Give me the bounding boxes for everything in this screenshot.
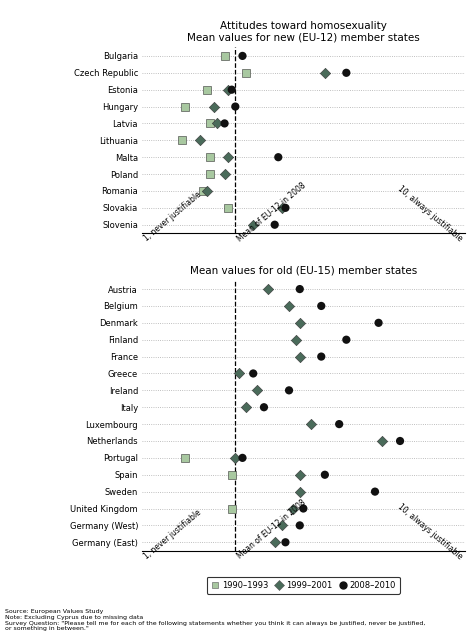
Point [207,169,214,179]
Point [178,135,185,146]
Point [224,203,232,213]
Point [285,301,293,311]
Point [203,186,210,196]
Point [214,118,221,128]
Point [375,318,383,328]
Point [199,186,207,196]
Point [264,284,271,294]
Text: Source: European Values Study
Note: Excluding Cyprus due to missing data
Survey : Source: European Values Study Note: Excl… [5,609,425,631]
Point [235,368,243,379]
Point [274,152,282,162]
Point [231,453,239,463]
Point [260,402,268,412]
Point [282,203,289,213]
Point [343,68,350,78]
Point [228,85,236,95]
Point [285,385,293,396]
Text: 10, always justifiable: 10, always justifiable [396,501,465,561]
Point [253,385,261,396]
Point [318,351,325,361]
Point [239,453,246,463]
Text: 1, never justifiable: 1, never justifiable [142,190,203,243]
Text: 10, always justifiable: 10, always justifiable [396,184,465,243]
Point [300,503,307,513]
Point [296,284,303,294]
Point [221,169,228,179]
Point [296,318,303,328]
Text: 1, never justifiable: 1, never justifiable [142,508,203,561]
Title: Mean values for old (EU-15) member states: Mean values for old (EU-15) member state… [190,266,417,276]
Point [278,203,286,213]
Point [224,85,232,95]
Point [228,503,236,513]
Point [296,487,303,497]
Text: Mean of EU-12 in 2008: Mean of EU-12 in 2008 [235,498,308,561]
Point [249,368,257,379]
Point [182,101,189,111]
Point [296,520,303,530]
Title: Attitudes toward homosexuality
Mean values for new (EU-12) member states: Attitudes toward homosexuality Mean valu… [187,21,420,42]
Point [228,470,236,480]
Point [336,419,343,429]
Point [231,101,239,111]
Point [321,470,328,480]
Point [343,335,350,345]
Point [207,152,214,162]
Point [242,68,250,78]
Point [292,335,300,345]
Point [278,520,286,530]
Point [210,101,218,111]
Point [371,487,379,497]
Point [296,351,303,361]
Point [249,220,257,230]
Point [242,402,250,412]
Point [271,537,279,548]
Point [289,503,296,513]
Point [307,419,314,429]
Point [196,135,203,146]
Point [321,68,328,78]
Point [271,220,279,230]
Point [396,436,404,446]
Point [221,118,228,128]
Legend: 1990–1993, 1999–2001, 2008–2010: 1990–1993, 1999–2001, 2008–2010 [207,577,400,594]
Point [224,152,232,162]
Point [203,85,210,95]
Point [207,118,214,128]
Point [221,51,228,61]
Point [378,436,386,446]
Point [282,537,289,548]
Point [239,51,246,61]
Point [296,470,303,480]
Point [182,453,189,463]
Point [318,301,325,311]
Text: Mean of EU-12 in 2008: Mean of EU-12 in 2008 [235,180,308,243]
